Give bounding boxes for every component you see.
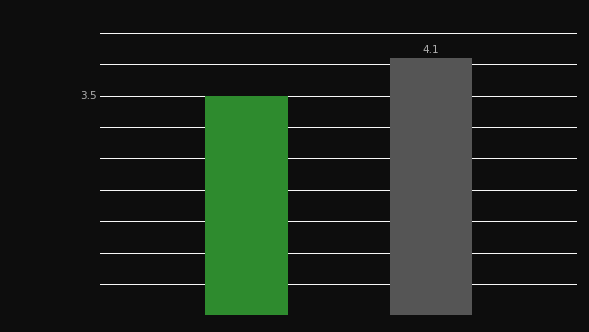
Bar: [205, 96, 288, 315]
Text: 4.1: 4.1: [422, 45, 439, 55]
Bar: [389, 58, 472, 315]
Text: 3.5: 3.5: [80, 91, 97, 101]
